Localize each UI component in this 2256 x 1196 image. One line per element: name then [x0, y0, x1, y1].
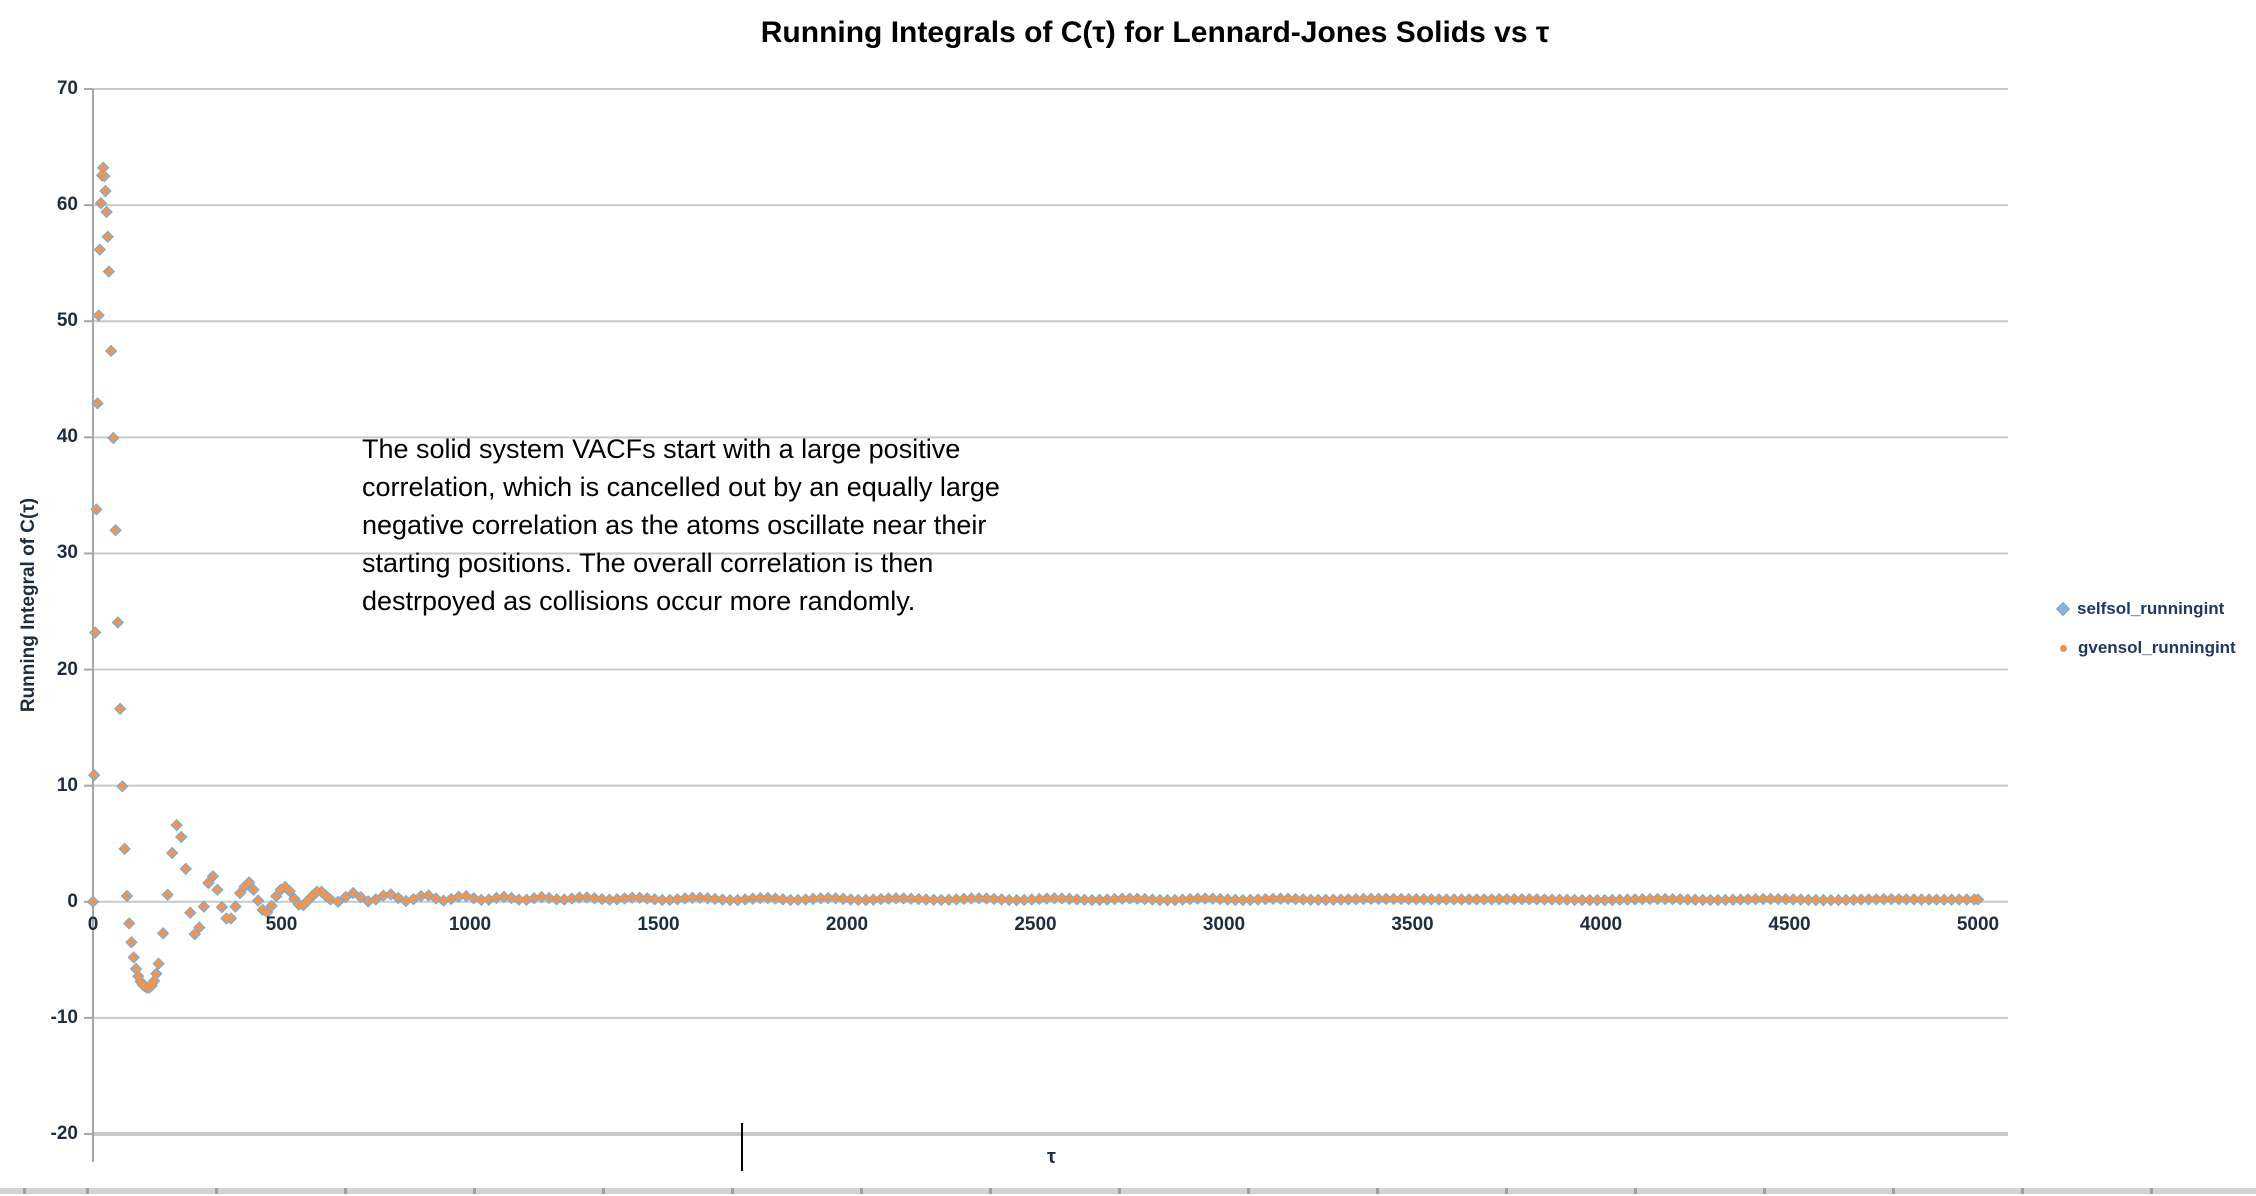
x-tick-label: 4000	[1579, 914, 1623, 935]
chart-title[interactable]: Running Integrals of C(τ) for Lennard-Jo…	[760, 16, 1550, 49]
x-tick-label: 2000	[825, 914, 869, 935]
worksheet-edge-strip	[0, 1188, 2256, 1194]
annotation-textbox[interactable]: The solid system VACFs start with a larg…	[362, 434, 1000, 616]
legend-label: gvensol_runningint	[2078, 638, 2236, 657]
text-cursor	[741, 1123, 743, 1171]
y-tick-label: -20	[50, 1123, 78, 1144]
gridlines	[93, 88, 2008, 1136]
x-tick-label: 0	[87, 914, 99, 935]
circle-marker-icon	[2060, 644, 2067, 652]
legend: selfsol_runningint gvensol_runningint	[2055, 598, 2236, 659]
x-axis-title[interactable]: τ	[1047, 1146, 1056, 1168]
y-tick-label: -10	[50, 1006, 78, 1028]
diamond-marker-icon	[2055, 601, 2071, 617]
x-tick-label: 5000	[1956, 914, 2000, 935]
y-tick-label: 10	[56, 774, 78, 796]
x-tick-label: 4500	[1768, 914, 1811, 935]
y-tick-label: 50	[56, 310, 78, 332]
x-tick-label: 1500	[637, 914, 680, 935]
x-tick-label: 500	[265, 914, 298, 935]
x-tick-label: 2500	[1014, 914, 1057, 935]
y-tick-label: 30	[56, 542, 78, 564]
legend-label: selfsol_runningint	[2077, 599, 2225, 618]
x-tick-label: 3500	[1391, 914, 1434, 935]
x-tick-label: 3000	[1202, 914, 1246, 935]
legend-entry-gvensol_runningint[interactable]: gvensol_runningint	[2058, 637, 2236, 659]
legend-entry-selfsol_runningint[interactable]: selfsol_runningint	[2055, 598, 2236, 620]
y-tick-label: 0	[67, 890, 78, 912]
y-tick-label: 60	[56, 194, 78, 216]
series-gvensol_runningint[interactable]	[89, 164, 1982, 992]
y-tick-label: 40	[56, 426, 78, 448]
y-tick-label: 20	[56, 658, 78, 680]
y-tick-label: 70	[56, 78, 78, 99]
y-axis	[84, 88, 94, 1162]
x-tick-label: 1000	[448, 914, 492, 935]
